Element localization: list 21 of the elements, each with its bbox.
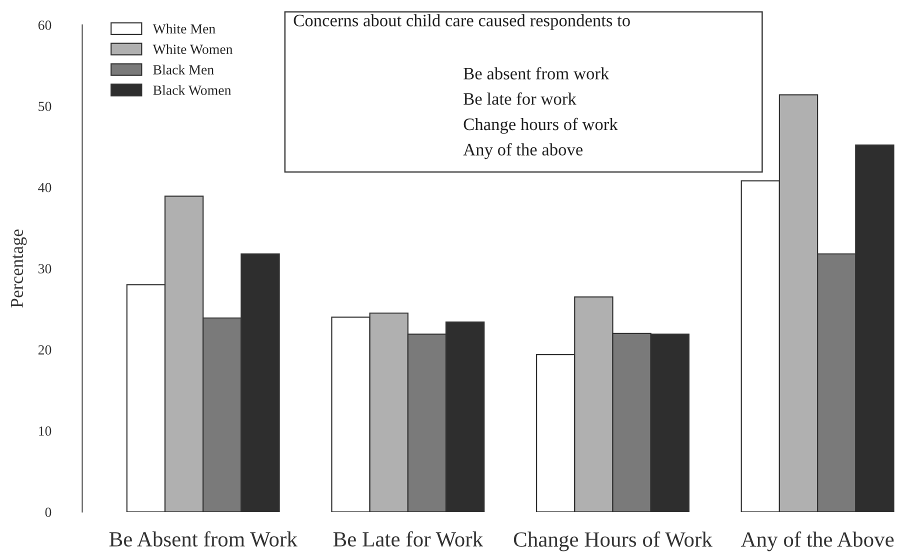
x-tick-label: Change Hours of Work [514,531,712,552]
y-tick-label: 0 [45,508,52,517]
legend-label: Black Women [153,85,232,96]
x-tick-label: Be Late for Work [333,531,484,547]
legend-label: Black Men [153,64,214,74]
y-tick-label: 30 [38,264,52,274]
x-tick-label: Any of the Above [740,531,894,552]
y-tick-label: 40 [38,182,52,192]
y-tick-label: 20 [38,345,52,355]
y-tick-label: 10 [39,426,52,436]
annotation: Concerns about child care caused respondents to [294,14,630,30]
annotation: Be absent from work [464,67,610,80]
y-tick-label: 60 [38,20,52,30]
legend-label: White Women [152,44,233,54]
annotation: Be late for work [464,92,576,105]
annotation: Any of the above [463,143,583,160]
y-tick-label: 50 [38,102,52,112]
x-tick-label: Be Absent from Work [109,531,298,547]
legend-label: White Men [152,24,216,34]
y-axis-title: Percentage [10,230,27,308]
annotation: Change hours of work [464,118,618,134]
